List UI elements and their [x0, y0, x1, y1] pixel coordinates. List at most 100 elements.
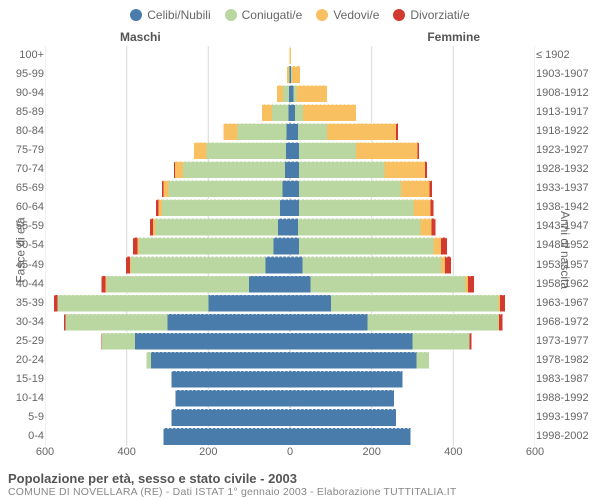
bar-segment — [417, 352, 429, 369]
age-band-label: 30-34 — [0, 317, 44, 328]
age-band-label: 20-24 — [0, 355, 44, 366]
age-band-label: 45-49 — [0, 260, 44, 271]
bar-segment — [274, 238, 290, 255]
bar-segment — [238, 123, 287, 140]
birth-band-label: 1903-1907 — [536, 69, 600, 80]
bar-segment — [64, 314, 66, 331]
bar-segment — [155, 219, 278, 236]
chart-title: Popolazione per età, sesso e stato civil… — [8, 471, 592, 486]
x-tick-label: 600 — [526, 446, 544, 458]
bar-segment — [151, 352, 290, 369]
bar-segment — [297, 85, 328, 102]
bar-segment — [298, 123, 327, 140]
x-tick-label: 400 — [444, 446, 462, 458]
bar-segment — [327, 123, 396, 140]
legend-item: Celibi/Nubili — [130, 8, 210, 22]
birth-band-label: 1913-1917 — [536, 107, 600, 118]
x-tick-label: 0 — [287, 446, 293, 458]
bar-segment — [156, 200, 158, 217]
bar-segment — [368, 314, 499, 331]
bar-segment — [431, 219, 435, 236]
bar-segment — [223, 123, 237, 140]
bar-segment — [290, 238, 299, 255]
bar-segment — [310, 276, 465, 293]
bar-segment — [162, 181, 164, 198]
plot-area — [45, 46, 535, 446]
birth-band-label: 1963-1967 — [536, 298, 600, 309]
birth-band-label: 1908-1912 — [536, 88, 600, 99]
chart-footer: Popolazione per età, sesso e stato civil… — [8, 471, 592, 498]
bar-segment — [168, 181, 282, 198]
birth-band-label: 1943-1947 — [536, 221, 600, 232]
x-axis-ticks: 6004002000200400600 — [45, 446, 535, 460]
bar-segment — [290, 314, 368, 331]
bar-segment — [287, 123, 290, 140]
legend-swatch — [393, 9, 405, 21]
bar-segment — [430, 200, 433, 217]
bar-segment — [287, 66, 289, 83]
legend-item: Coniugati/e — [225, 8, 303, 22]
bar-segment — [401, 181, 430, 198]
age-band-label: 0-4 — [0, 431, 44, 442]
bar-segment — [54, 295, 57, 312]
birth-band-label: 1978-1982 — [536, 355, 600, 366]
bar-segment — [413, 200, 430, 217]
bar-segment — [137, 238, 139, 255]
age-band-label: 65-69 — [0, 183, 44, 194]
bar-segment — [470, 333, 472, 350]
bar-segment — [174, 161, 175, 178]
population-pyramid: Celibi/NubiliConiugati/eVedovi/eDivorzia… — [0, 0, 600, 500]
bar-segment — [163, 181, 168, 198]
bar-segment — [499, 314, 502, 331]
bar-segment — [135, 333, 290, 350]
chart-subtitle: COMUNE DI NOVELLARA (RE) - Dati ISTAT 1°… — [8, 486, 592, 498]
bar-segment — [206, 142, 286, 159]
bar-segment — [331, 295, 498, 312]
age-band-label: 85-89 — [0, 107, 44, 118]
age-band-label: 60-64 — [0, 202, 44, 213]
legend-label: Vedovi/e — [333, 8, 379, 22]
bar-segment — [302, 257, 441, 274]
bar-segment — [146, 352, 151, 369]
bar-segment — [425, 161, 427, 178]
bar-segment — [290, 181, 299, 198]
birth-band-label: 1948-1952 — [536, 240, 600, 251]
bar-segment — [290, 371, 402, 388]
legend: Celibi/NubiliConiugati/eVedovi/eDivorzia… — [0, 0, 600, 22]
bar-segment — [290, 390, 394, 407]
birth-band-label: 1993-1997 — [536, 412, 600, 423]
bar-segment — [176, 390, 290, 407]
bar-segment — [266, 257, 291, 274]
bar-segment — [356, 142, 417, 159]
bar-segment — [295, 104, 303, 121]
bar-segment — [498, 295, 500, 312]
bar-segment — [290, 161, 299, 178]
birth-band-label: 1918-1922 — [536, 126, 600, 137]
legend-swatch — [225, 9, 237, 21]
bar-segment — [172, 409, 290, 426]
bar-segment — [290, 85, 293, 102]
x-tick-label: 400 — [117, 446, 135, 458]
bar-segment — [162, 200, 280, 217]
bar-segment — [430, 181, 432, 198]
x-tick-label: 200 — [199, 446, 217, 458]
bar-segment — [500, 295, 505, 312]
bar-segment — [290, 352, 417, 369]
bar-segment — [290, 409, 396, 426]
bar-segment — [441, 257, 445, 274]
bar-segment — [172, 371, 290, 388]
bar-segment — [299, 161, 385, 178]
age-band-label: 35-39 — [0, 298, 44, 309]
bar-segment — [150, 219, 153, 236]
age-band-label: 95-99 — [0, 69, 44, 80]
bar-segment — [293, 85, 296, 102]
bar-segment — [290, 219, 298, 236]
birth-band-label: ≤ 1902 — [536, 50, 600, 61]
bar-segment — [283, 181, 290, 198]
bar-segment — [208, 295, 290, 312]
bar-segment — [130, 257, 131, 274]
bar-segment — [101, 276, 105, 293]
bar-segment — [65, 314, 167, 331]
age-band-label: 25-29 — [0, 336, 44, 347]
age-band-label: 5-9 — [0, 412, 44, 423]
